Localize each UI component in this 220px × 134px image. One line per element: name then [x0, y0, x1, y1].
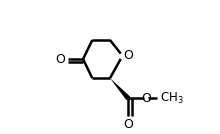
Text: O: O — [123, 49, 133, 62]
Text: O: O — [123, 118, 133, 131]
Text: O: O — [55, 53, 65, 66]
Text: $\mathrm{CH_3}$: $\mathrm{CH_3}$ — [160, 91, 183, 106]
Text: O: O — [141, 92, 151, 105]
Polygon shape — [110, 78, 130, 100]
